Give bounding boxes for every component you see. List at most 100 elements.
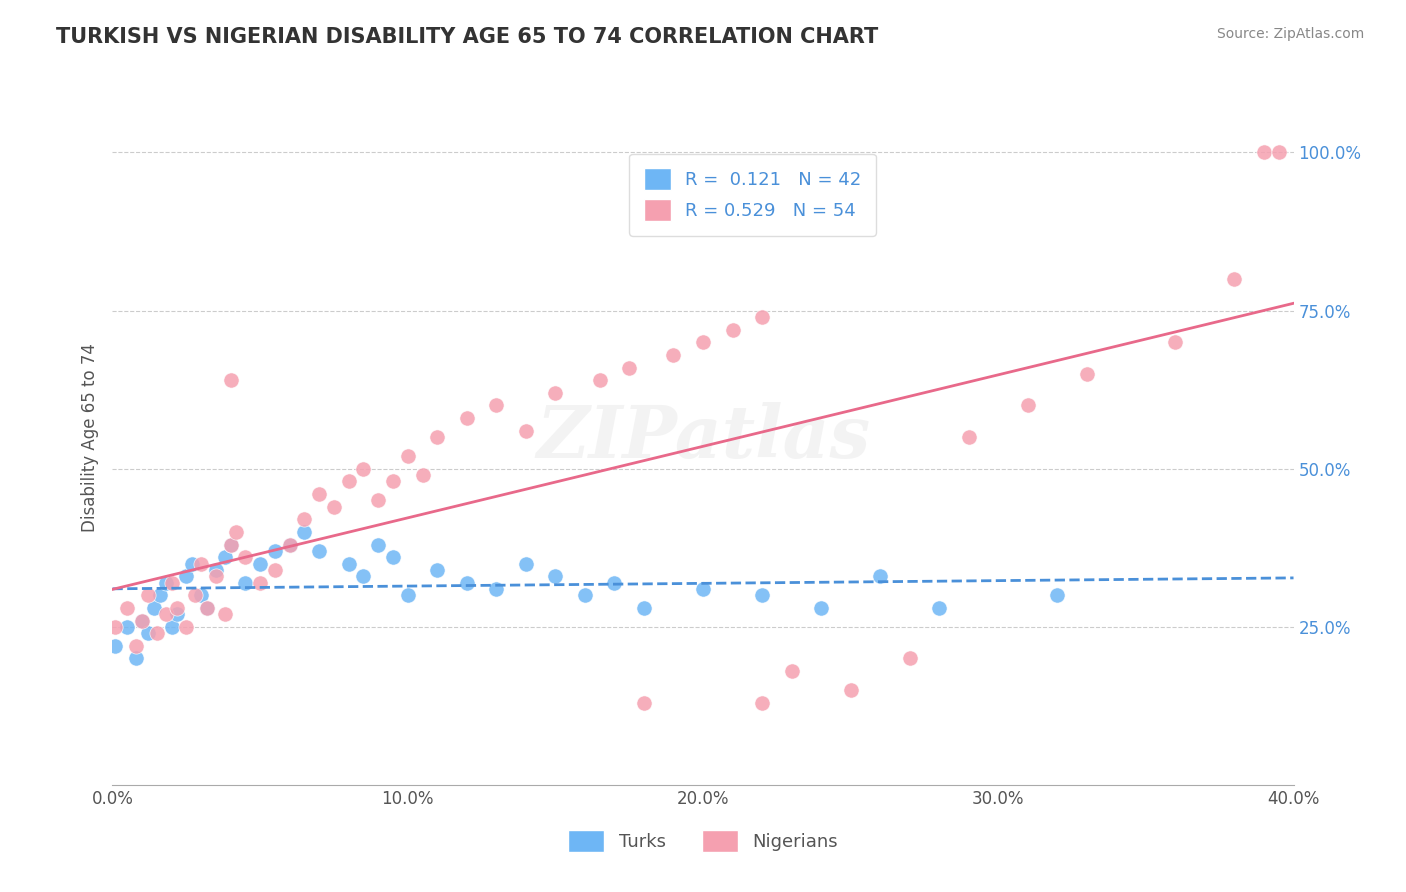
Point — [352, 569, 374, 583]
Point — [264, 563, 287, 577]
Point — [184, 588, 207, 602]
Point — [174, 569, 197, 583]
Point — [181, 557, 204, 571]
Point — [264, 544, 287, 558]
Point — [117, 620, 138, 634]
Point — [337, 557, 360, 571]
Point — [751, 696, 773, 710]
Point — [166, 600, 188, 615]
Point — [136, 626, 159, 640]
Point — [515, 557, 537, 571]
Point — [928, 600, 950, 615]
Point — [751, 588, 773, 602]
Point — [278, 538, 301, 552]
Point — [117, 600, 138, 615]
Point — [1268, 145, 1291, 160]
Point — [662, 348, 685, 362]
Point — [205, 569, 228, 583]
Point — [692, 335, 714, 350]
Point — [308, 544, 330, 558]
Point — [839, 683, 862, 698]
Point — [721, 322, 744, 336]
Point — [174, 620, 197, 634]
Point — [588, 373, 610, 387]
Point — [146, 626, 169, 640]
Point — [1017, 399, 1039, 413]
Point — [1046, 588, 1069, 602]
Point — [780, 664, 803, 678]
Point — [515, 424, 537, 438]
Point — [337, 475, 360, 489]
Point — [166, 607, 188, 622]
Point — [125, 651, 148, 665]
Legend: Turks, Nigerians: Turks, Nigerians — [561, 823, 845, 859]
Point — [136, 588, 159, 602]
Point — [751, 310, 773, 324]
Point — [292, 512, 315, 526]
Point — [131, 614, 153, 628]
Point — [382, 550, 405, 565]
Point — [869, 569, 891, 583]
Point — [456, 575, 478, 590]
Point — [692, 582, 714, 596]
Point — [214, 607, 236, 622]
Point — [367, 538, 389, 552]
Point — [633, 600, 655, 615]
Point — [155, 607, 177, 622]
Point — [544, 569, 567, 583]
Point — [603, 575, 626, 590]
Point — [142, 600, 165, 615]
Point — [1253, 145, 1275, 160]
Point — [633, 696, 655, 710]
Point — [214, 550, 236, 565]
Point — [219, 538, 242, 552]
Point — [249, 557, 271, 571]
Text: TURKISH VS NIGERIAN DISABILITY AGE 65 TO 74 CORRELATION CHART: TURKISH VS NIGERIAN DISABILITY AGE 65 TO… — [56, 27, 879, 46]
Point — [367, 493, 389, 508]
Point — [1076, 367, 1098, 381]
Point — [426, 430, 449, 444]
Point — [249, 575, 271, 590]
Point — [411, 468, 433, 483]
Point — [352, 461, 374, 475]
Text: ZIPatlas: ZIPatlas — [536, 401, 870, 473]
Point — [149, 588, 172, 602]
Point — [308, 487, 330, 501]
Point — [233, 575, 256, 590]
Point — [426, 563, 449, 577]
Point — [396, 588, 419, 602]
Point — [396, 449, 419, 463]
Point — [195, 600, 218, 615]
Point — [155, 575, 177, 590]
Point — [619, 360, 641, 375]
Point — [292, 524, 315, 539]
Point — [205, 563, 228, 577]
Point — [323, 500, 346, 514]
Point — [574, 588, 596, 602]
Point — [485, 399, 508, 413]
Point — [219, 373, 242, 387]
Point — [225, 524, 247, 539]
Point — [233, 550, 256, 565]
Point — [1223, 272, 1246, 286]
Point — [125, 639, 148, 653]
Point — [1164, 335, 1187, 350]
Point — [104, 639, 127, 653]
Point — [190, 588, 212, 602]
Point — [810, 600, 832, 615]
Point — [278, 538, 301, 552]
Point — [195, 600, 218, 615]
Point — [382, 475, 405, 489]
Point — [131, 614, 153, 628]
Point — [485, 582, 508, 596]
Point — [544, 385, 567, 400]
Point — [160, 575, 183, 590]
Y-axis label: Disability Age 65 to 74: Disability Age 65 to 74 — [80, 343, 98, 532]
Point — [456, 411, 478, 425]
Text: Source: ZipAtlas.com: Source: ZipAtlas.com — [1216, 27, 1364, 41]
Point — [957, 430, 980, 444]
Point — [160, 620, 183, 634]
Point — [104, 620, 127, 634]
Point — [190, 557, 212, 571]
Point — [219, 538, 242, 552]
